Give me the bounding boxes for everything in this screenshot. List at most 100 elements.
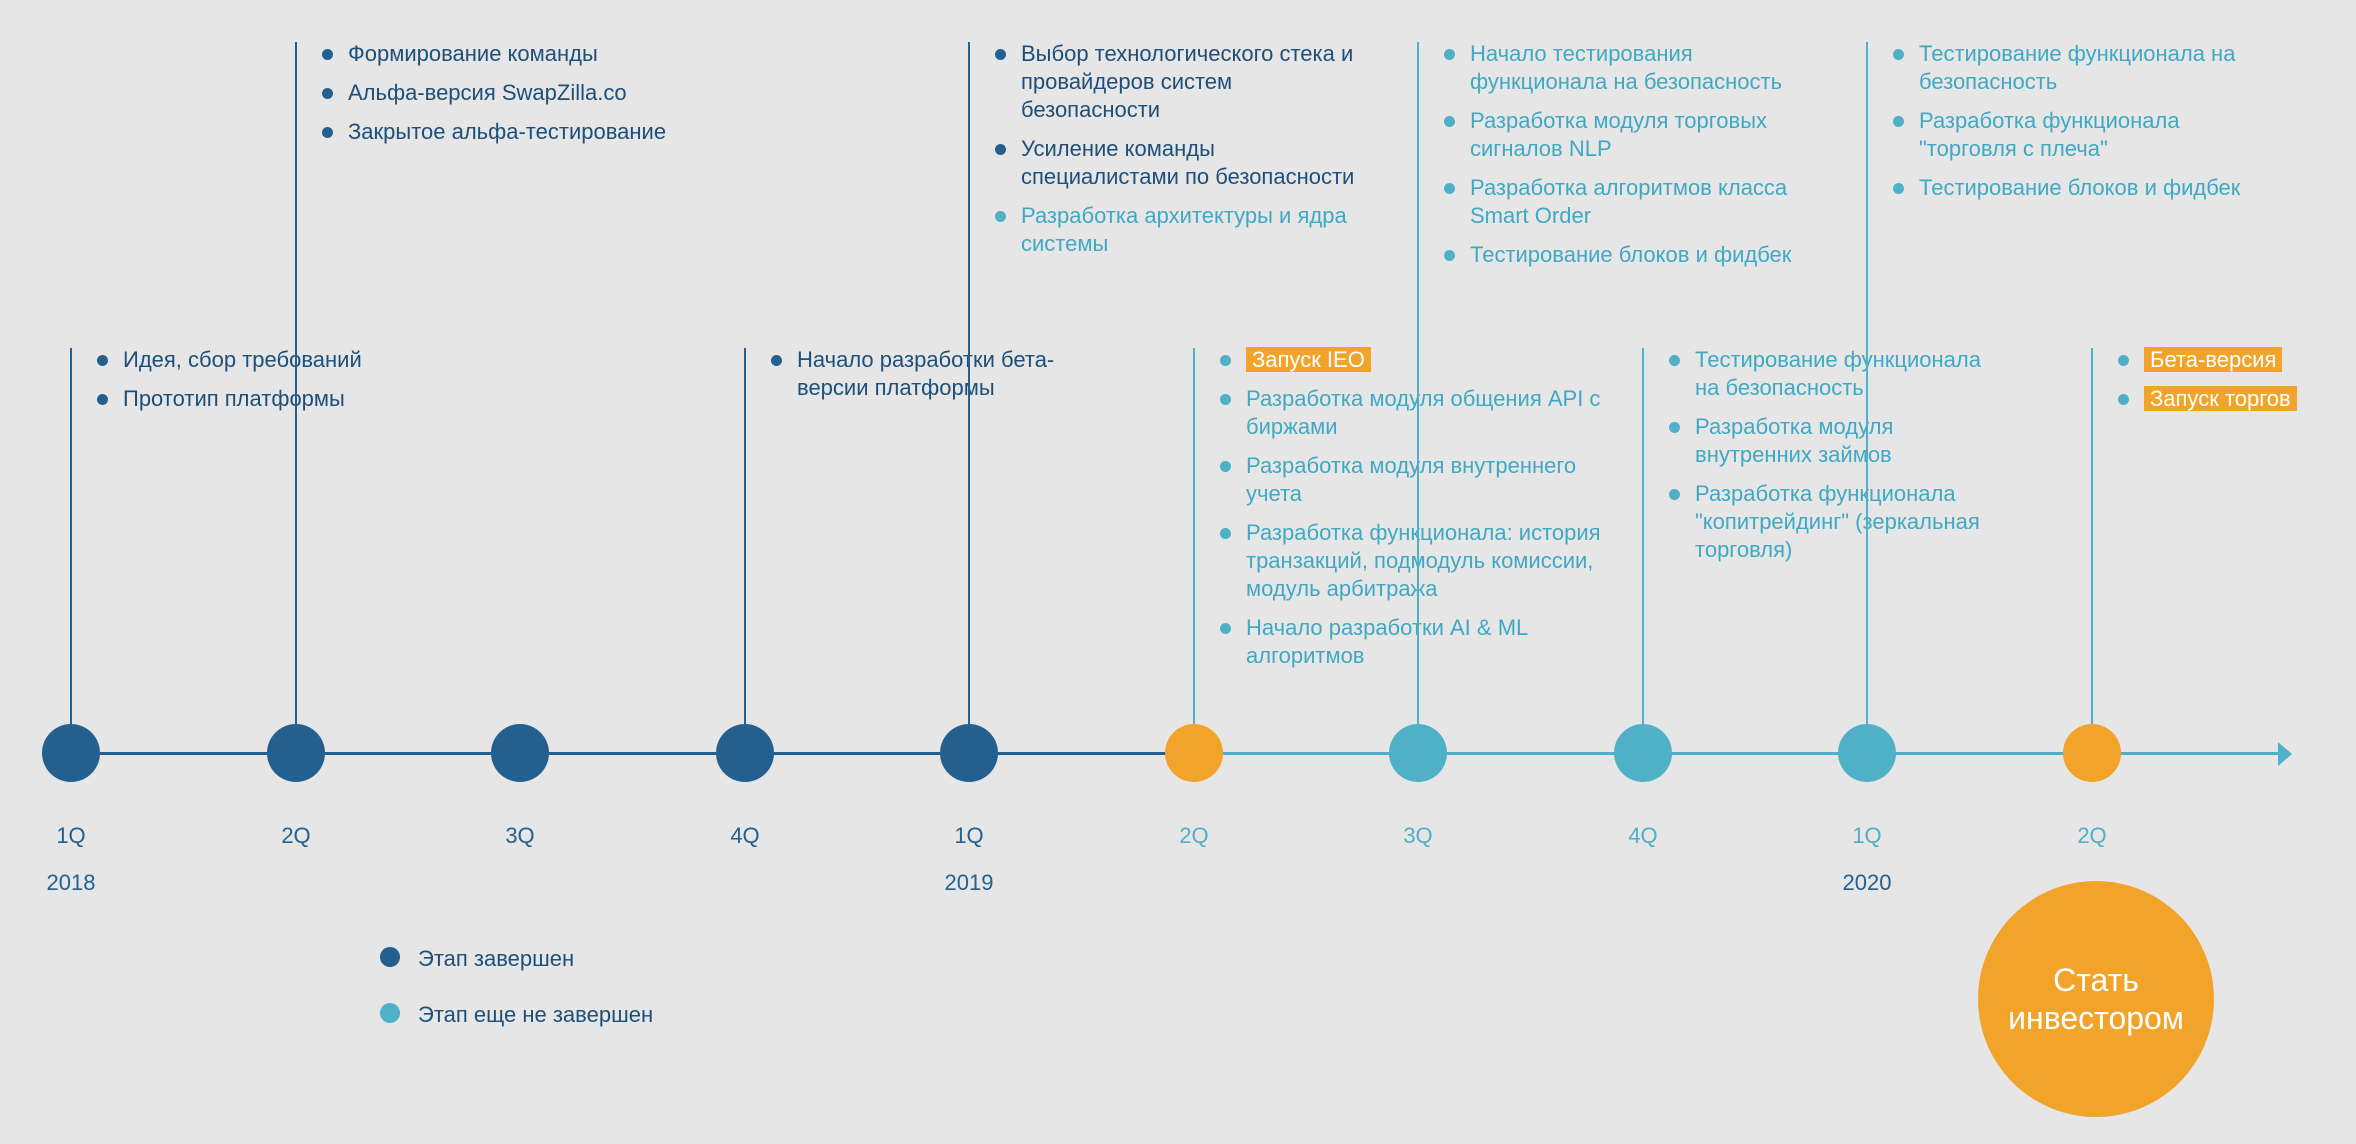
bullet-icon: [97, 355, 108, 366]
timeline-axis-pending: [1194, 752, 2278, 755]
timeline-node-2: [267, 724, 325, 782]
list-item-text: Начало разработки AI & ML алгоритмов: [1246, 615, 1528, 668]
quarter-label: 3Q: [1403, 823, 1433, 848]
list-item: Бета-версия: [2116, 346, 2316, 374]
list-item: Разработка модуля торговых сигналов NLP: [1442, 107, 1792, 163]
bullet-icon: [1444, 116, 1455, 127]
list-item-text: Разработка модуля внутреннего учета: [1246, 453, 1577, 506]
list-item: Альфа-версия SwapZilla.co: [320, 79, 700, 107]
bullet-icon: [1669, 355, 1680, 366]
milestone-list: Запуск IEO Разработка модуля общения API …: [1218, 346, 1608, 681]
timeline-connector-line: [1642, 348, 1644, 753]
list-item-text: Тестирование функционала на безопасность: [1919, 41, 2236, 94]
timeline-node-5: [940, 724, 998, 782]
bullet-icon: [2118, 394, 2129, 405]
bullet-icon: [1220, 528, 1231, 539]
list-item: Разработка модуля внутреннего учета: [1218, 452, 1608, 508]
list-item-text: Запуск IEO: [1246, 347, 1371, 372]
list-item-text: Усиление команды специалистами по безопа…: [1021, 136, 1355, 189]
bullet-icon: [97, 394, 108, 405]
list-item: Разработка алгоритмов класса Smart Order: [1442, 174, 1792, 230]
list-item: Разработка функционала "торговля с плеча…: [1891, 107, 2251, 163]
bullet-icon: [1893, 116, 1904, 127]
bullet-icon: [322, 88, 333, 99]
bullet-icon: [1220, 623, 1231, 634]
list-item-text: Разработка функционала: история транзакц…: [1246, 520, 1601, 601]
timeline-connector-line: [1417, 42, 1419, 753]
quarter-label: 4Q: [730, 823, 760, 848]
timeline-connector-line: [295, 42, 297, 753]
list-item: Начало тестирования функционала на безоп…: [1442, 40, 1792, 96]
list-item-text: Тестирование функционала на безопасность: [1695, 347, 1981, 400]
list-item: Разработка архитектуры и ядра системы: [993, 202, 1373, 258]
year-label: 2019: [944, 870, 994, 895]
year-label: 2018: [46, 870, 96, 895]
become-investor-button[interactable]: Стать инвестором: [1978, 881, 2214, 1117]
list-item-text: Тестирование блоков и фидбек: [1470, 242, 1792, 267]
bullet-icon: [2118, 355, 2129, 366]
list-item-text: Разработка модуля торговых сигналов NLP: [1470, 108, 1768, 161]
milestone-list: Формирование команды Альфа-версия SwapZil…: [320, 40, 700, 157]
timeline-connector-line: [968, 42, 970, 753]
list-item-text: Разработка алгоритмов класса Smart Order: [1470, 175, 1788, 228]
timeline-node-6: [1165, 724, 1223, 782]
legend-done-icon: [380, 947, 400, 967]
list-item-text: Разработка функционала "копитрейдинг" (з…: [1695, 481, 1980, 562]
timeline-connector-line: [70, 348, 72, 753]
list-item: Разработка функционала: история транзакц…: [1218, 519, 1608, 603]
list-item-text: Идея, сбор требований: [123, 347, 362, 372]
list-item-text: Тестирование блоков и фидбек: [1919, 175, 2241, 200]
legend-pending-icon: [380, 1003, 400, 1023]
list-item-text: Закрытое альфа-тестирование: [348, 119, 667, 144]
list-item: Тестирование блоков и фидбек: [1442, 241, 1792, 269]
list-item: Тестирование функционала на безопасность: [1891, 40, 2251, 96]
milestone-list: Выбор технологического стека и провайдер…: [993, 40, 1373, 269]
list-item: Тестирование блоков и фидбек: [1891, 174, 2251, 202]
timeline-node-9: [1838, 724, 1896, 782]
timeline-node-7: [1389, 724, 1447, 782]
list-item: Закрытое альфа-тестирование: [320, 118, 700, 146]
quarter-label: 1Q: [954, 823, 984, 848]
year-label: 2020: [1842, 870, 1892, 895]
quarter-label: 1Q: [1852, 823, 1882, 848]
list-item: Выбор технологического стека и провайдер…: [993, 40, 1373, 124]
milestone-list: Бета-версия Запуск торгов: [2116, 346, 2316, 424]
list-item-text: Выбор технологического стека и провайдер…: [1021, 41, 1354, 122]
quarter-label: 4Q: [1628, 823, 1658, 848]
bullet-icon: [1444, 49, 1455, 60]
timeline-connector-line: [744, 348, 746, 753]
bullet-icon: [995, 211, 1006, 222]
timeline-node-4: [716, 724, 774, 782]
bullet-icon: [995, 144, 1006, 155]
quarter-label: 2Q: [281, 823, 311, 848]
milestone-list: Идея, сбор требований Прототип платформы: [95, 346, 365, 424]
milestone-list: Тестирование функционала на безопасность…: [1667, 346, 1997, 575]
quarter-label: 3Q: [505, 823, 535, 848]
list-item: Начало разработки бета-версии платформы: [769, 346, 1059, 402]
list-item: Формирование команды: [320, 40, 700, 68]
quarter-label: 2Q: [1179, 823, 1209, 848]
list-item: Начало разработки AI & ML алгоритмов: [1218, 614, 1608, 670]
bullet-icon: [1893, 49, 1904, 60]
bullet-icon: [771, 355, 782, 366]
legend-done-label: Этап завершен: [418, 946, 575, 971]
list-item-text: Бета-версия: [2144, 347, 2283, 372]
list-item: Идея, сбор требований: [95, 346, 365, 374]
list-item-text: Разработка модуля внутренних займов: [1695, 414, 1894, 467]
timeline-node-1: [42, 724, 100, 782]
bullet-icon: [1220, 461, 1231, 472]
list-item: Тестирование функционала на безопасность: [1667, 346, 1997, 402]
bullet-icon: [1444, 250, 1455, 261]
bullet-icon: [1669, 422, 1680, 433]
list-item-text: Запуск торгов: [2144, 386, 2297, 411]
bullet-icon: [1893, 183, 1904, 194]
timeline-node-3: [491, 724, 549, 782]
list-item: Разработка модуля общения API с биржами: [1218, 385, 1608, 441]
bullet-icon: [995, 49, 1006, 60]
milestone-list: Тестирование функционала на безопасность…: [1891, 40, 2251, 213]
timeline-connector-line: [2091, 348, 2093, 753]
list-item: Прототип платформы: [95, 385, 365, 413]
timeline-arrow-icon: [2278, 742, 2292, 766]
timeline-connector-line: [1866, 42, 1868, 753]
